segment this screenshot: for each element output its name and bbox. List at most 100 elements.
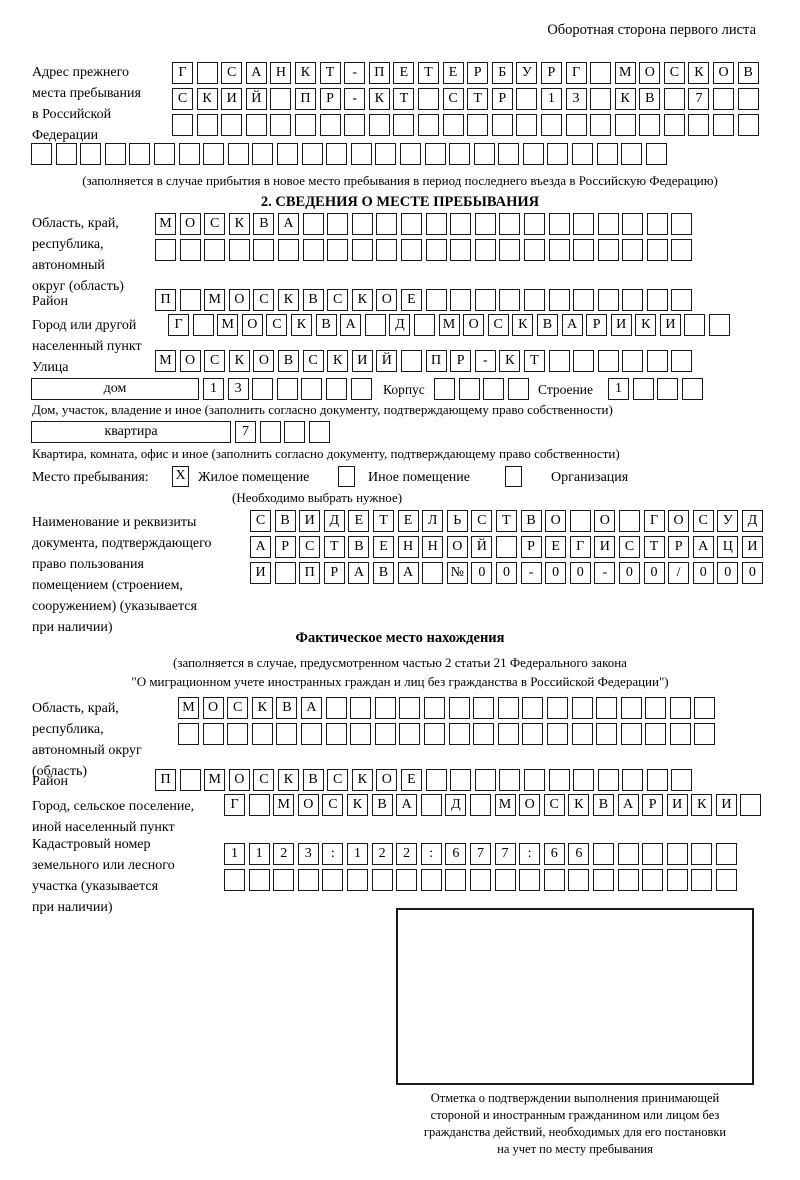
- char-cell[interactable]: [252, 378, 274, 400]
- char-cell[interactable]: [639, 114, 661, 136]
- char-cell[interactable]: [642, 843, 664, 865]
- char-cell[interactable]: [178, 723, 199, 745]
- char-cell[interactable]: [326, 143, 348, 165]
- char-cell[interactable]: [597, 239, 619, 261]
- char-cell[interactable]: [569, 510, 591, 532]
- char-cell[interactable]: [592, 869, 614, 891]
- stroenie-row[interactable]: 1: [608, 378, 703, 400]
- char-cell[interactable]: [671, 239, 693, 261]
- stay-type-option-organization[interactable]: Организация: [551, 470, 629, 485]
- char-cell[interactable]: [277, 239, 299, 261]
- char-cell[interactable]: Л: [422, 510, 444, 532]
- char-cell[interactable]: [645, 723, 667, 745]
- char-cell[interactable]: [669, 697, 691, 719]
- char-cell[interactable]: К: [346, 794, 368, 816]
- char-cell[interactable]: [424, 143, 446, 165]
- confirmation-stamp-box[interactable]: [396, 908, 754, 1085]
- char-cell[interactable]: А: [250, 536, 271, 558]
- char-cell[interactable]: К: [228, 350, 250, 372]
- char-cell[interactable]: С: [302, 350, 324, 372]
- char-cell[interactable]: [224, 869, 245, 891]
- char-cell[interactable]: [297, 869, 319, 891]
- char-cell[interactable]: А: [245, 62, 267, 84]
- char-cell[interactable]: [270, 88, 292, 110]
- char-cell[interactable]: К: [277, 289, 299, 311]
- char-cell[interactable]: М: [178, 697, 199, 719]
- char-cell[interactable]: К: [351, 769, 373, 791]
- char-cell[interactable]: [274, 562, 296, 584]
- char-cell[interactable]: -: [594, 562, 616, 584]
- char-cell[interactable]: 7: [494, 843, 516, 865]
- char-cell[interactable]: [620, 723, 642, 745]
- char-cell[interactable]: [172, 114, 193, 136]
- char-cell[interactable]: Т: [495, 510, 517, 532]
- char-cell[interactable]: [376, 213, 398, 235]
- char-cell[interactable]: [55, 143, 77, 165]
- char-cell[interactable]: О: [446, 536, 468, 558]
- char-cell[interactable]: А: [561, 314, 583, 336]
- char-cell[interactable]: [417, 114, 439, 136]
- char-cell[interactable]: [737, 88, 759, 110]
- char-cell[interactable]: 7: [469, 843, 491, 865]
- char-cell[interactable]: А: [396, 794, 418, 816]
- char-cell[interactable]: [203, 143, 225, 165]
- char-cell[interactable]: 7: [235, 421, 256, 443]
- char-cell[interactable]: В: [302, 289, 324, 311]
- char-cell[interactable]: [547, 143, 569, 165]
- char-cell[interactable]: [632, 378, 654, 400]
- char-cell[interactable]: [228, 239, 250, 261]
- char-cell[interactable]: [449, 143, 471, 165]
- char-cell[interactable]: [713, 88, 735, 110]
- char-cell[interactable]: [622, 350, 644, 372]
- char-cell[interactable]: К: [228, 213, 250, 235]
- char-cell[interactable]: [666, 869, 688, 891]
- char-cell[interactable]: [399, 143, 421, 165]
- char-cell[interactable]: [622, 213, 644, 235]
- char-cell[interactable]: С: [299, 536, 321, 558]
- char-cell[interactable]: К: [196, 88, 218, 110]
- char-cell[interactable]: 1: [608, 378, 629, 400]
- char-cell[interactable]: Г: [224, 794, 245, 816]
- char-cell[interactable]: [474, 769, 496, 791]
- char-cell[interactable]: Р: [586, 314, 608, 336]
- char-cell[interactable]: К: [251, 697, 273, 719]
- char-cell[interactable]: К: [688, 62, 710, 84]
- char-cell[interactable]: [155, 239, 176, 261]
- char-cell[interactable]: И: [221, 88, 243, 110]
- char-cell[interactable]: [646, 213, 668, 235]
- char-cell[interactable]: [590, 88, 612, 110]
- char-cell[interactable]: [522, 143, 544, 165]
- char-cell[interactable]: Р: [323, 562, 345, 584]
- char-cell[interactable]: 1: [346, 843, 368, 865]
- char-cell[interactable]: [104, 143, 126, 165]
- char-cell[interactable]: [473, 723, 495, 745]
- char-cell[interactable]: Г: [643, 510, 665, 532]
- char-cell[interactable]: [597, 213, 619, 235]
- char-cell[interactable]: [399, 723, 421, 745]
- char-cell[interactable]: [617, 843, 639, 865]
- char-cell[interactable]: [450, 289, 472, 311]
- char-cell[interactable]: 6: [543, 843, 565, 865]
- char-cell[interactable]: [715, 843, 737, 865]
- char-cell[interactable]: 6: [568, 843, 590, 865]
- char-cell[interactable]: [540, 114, 562, 136]
- char-cell[interactable]: [179, 239, 201, 261]
- char-cell[interactable]: 3: [565, 88, 587, 110]
- char-cell[interactable]: [596, 723, 618, 745]
- char-cell[interactable]: [425, 289, 447, 311]
- char-cell[interactable]: [646, 769, 668, 791]
- char-cell[interactable]: Г: [172, 62, 193, 84]
- char-cell[interactable]: [622, 289, 644, 311]
- char-cell[interactable]: [548, 350, 570, 372]
- char-cell[interactable]: 0: [471, 562, 493, 584]
- korpus-row[interactable]: [434, 378, 529, 400]
- char-cell[interactable]: [543, 869, 565, 891]
- char-cell[interactable]: [572, 143, 594, 165]
- char-cell[interactable]: О: [202, 697, 224, 719]
- char-cell[interactable]: [499, 769, 521, 791]
- char-cell[interactable]: 3: [297, 843, 319, 865]
- char-cell[interactable]: [522, 697, 544, 719]
- char-cell[interactable]: Р: [319, 88, 341, 110]
